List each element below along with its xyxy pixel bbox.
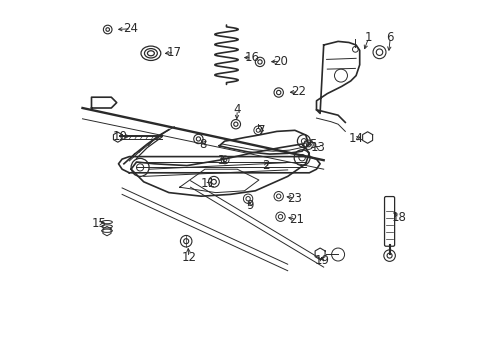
Text: 19: 19 [314, 255, 329, 267]
Text: 8: 8 [199, 138, 206, 150]
Text: 14: 14 [348, 132, 363, 145]
Text: 10: 10 [113, 130, 127, 143]
Text: 16: 16 [244, 51, 259, 64]
Text: 21: 21 [288, 213, 304, 226]
Text: 22: 22 [290, 85, 305, 98]
Text: 2: 2 [262, 159, 269, 172]
Text: 13: 13 [310, 141, 325, 154]
Text: 18: 18 [391, 211, 406, 224]
Text: 6: 6 [386, 31, 393, 44]
Text: 11: 11 [201, 177, 216, 190]
Text: 12: 12 [181, 251, 196, 264]
Text: 4: 4 [233, 103, 241, 116]
Text: 24: 24 [123, 22, 138, 35]
Text: 20: 20 [272, 55, 287, 68]
Text: 9: 9 [245, 199, 253, 212]
Text: 7: 7 [258, 124, 265, 137]
Text: 23: 23 [287, 192, 302, 204]
Text: 1: 1 [364, 31, 372, 44]
Text: 15: 15 [91, 217, 106, 230]
Text: 3: 3 [217, 154, 224, 167]
Text: 5: 5 [308, 138, 316, 150]
Text: 17: 17 [166, 46, 182, 59]
